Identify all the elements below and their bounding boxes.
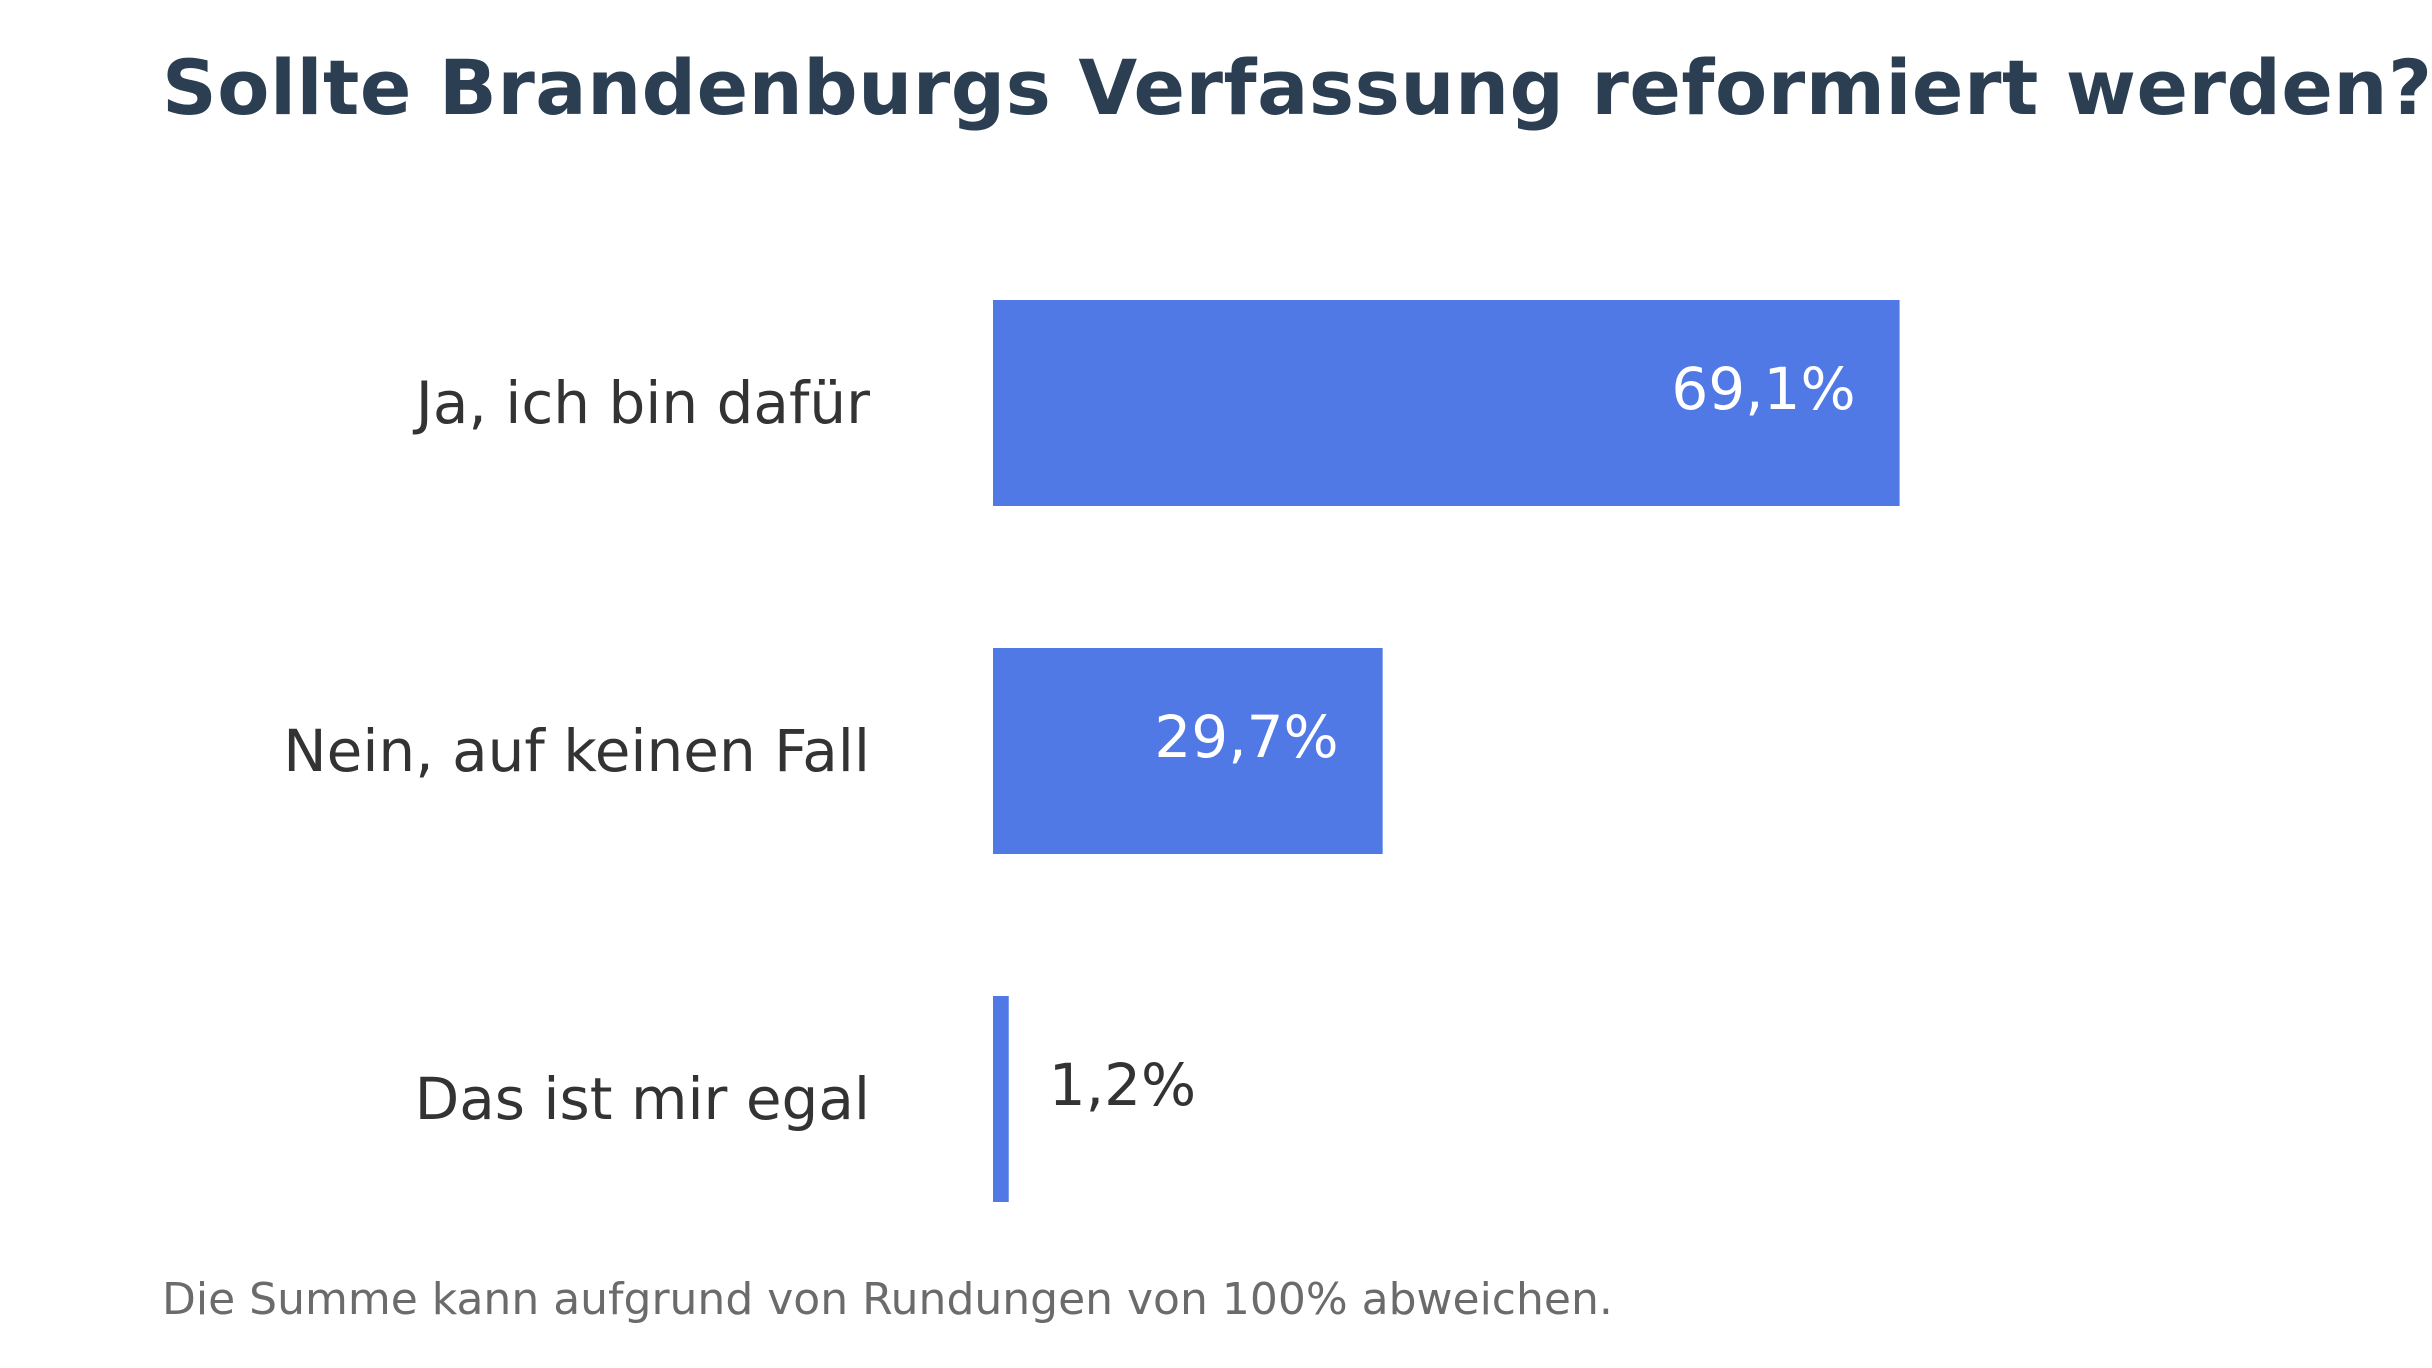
- bar-group: Nein, auf keinen Fall 29,7%: [283, 648, 1383, 854]
- rounding-footnote: Die Summe kann aufgrund von Rundungen vo…: [162, 1274, 1613, 1325]
- value-label: 29,7%: [1154, 703, 1338, 771]
- chart-title: Sollte Brandenburgs Verfassung reformier…: [162, 43, 2432, 132]
- category-label: Ja, ich bin dafür: [413, 369, 870, 437]
- value-label: 1,2%: [1049, 1051, 1196, 1119]
- value-label: 69,1%: [1671, 355, 1855, 423]
- category-label: Nein, auf keinen Fall: [283, 717, 870, 785]
- bar-group: Das ist mir egal 1,2%: [415, 996, 1196, 1202]
- category-label: Das ist mir egal: [415, 1065, 870, 1133]
- bar-group: Ja, ich bin dafür 69,1%: [413, 300, 1900, 506]
- bar: [993, 648, 1383, 854]
- bar-chart: Ja, ich bin dafür 69,1% Nein, auf keinen F…: [283, 300, 1900, 1202]
- bar: [993, 300, 1900, 506]
- bar: [993, 996, 1009, 1202]
